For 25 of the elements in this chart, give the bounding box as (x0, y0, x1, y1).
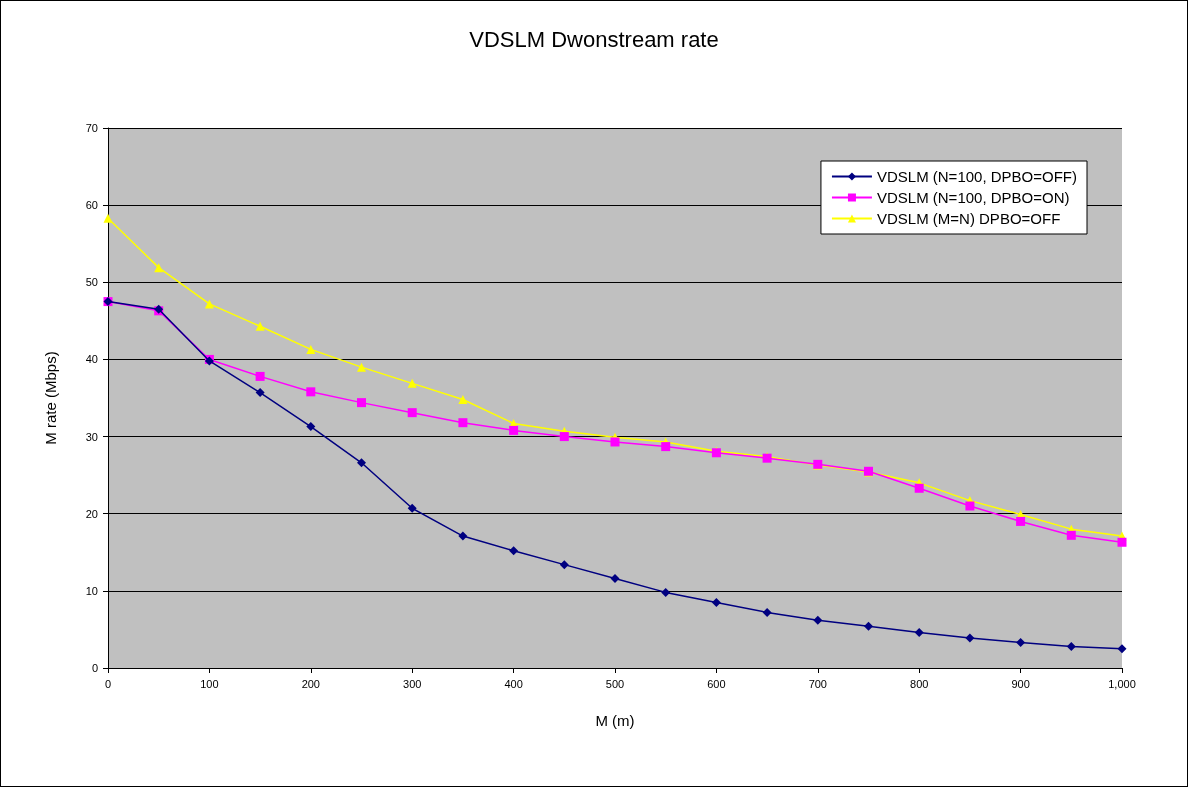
x-tick-label: 200 (301, 677, 320, 690)
y-tick-label: 60 (85, 199, 98, 212)
x-tick-label: 100 (200, 677, 219, 690)
y-tick-label: 70 (85, 122, 98, 134)
legend-label: VDSLM (M=N) DPBO=OFF (876, 210, 1061, 227)
x-tick-label: 1,000 (1108, 677, 1136, 690)
y-axis-title: M rate (Mbps) (42, 351, 59, 445)
x-tick-label: 600 (707, 677, 726, 690)
y-tick-label: 20 (85, 507, 98, 520)
legend-label: VDSLM (N=100, DPBO=ON) (876, 189, 1070, 206)
x-tick-label: 800 (910, 677, 929, 690)
y-tick-label: 30 (85, 430, 98, 443)
y-tick-label: 40 (85, 353, 98, 366)
x-tick-label: 700 (808, 677, 827, 690)
x-tick-label: 900 (1011, 677, 1030, 690)
x-tick-label: 400 (504, 677, 523, 690)
y-tick-label: 50 (85, 276, 98, 289)
x-tick-label: 500 (605, 677, 625, 690)
y-tick-label: 10 (85, 584, 98, 597)
legend-label: VDSLM (N=100, DPBO=OFF) (876, 168, 1078, 185)
x-tick-label: 300 (403, 677, 422, 690)
chart-title: VDSLM Dwonstream rate (469, 26, 719, 52)
x-tick-label: 0 (104, 677, 112, 690)
y-tick-label: 0 (91, 662, 98, 674)
x-axis-title: M (m) (595, 712, 635, 729)
